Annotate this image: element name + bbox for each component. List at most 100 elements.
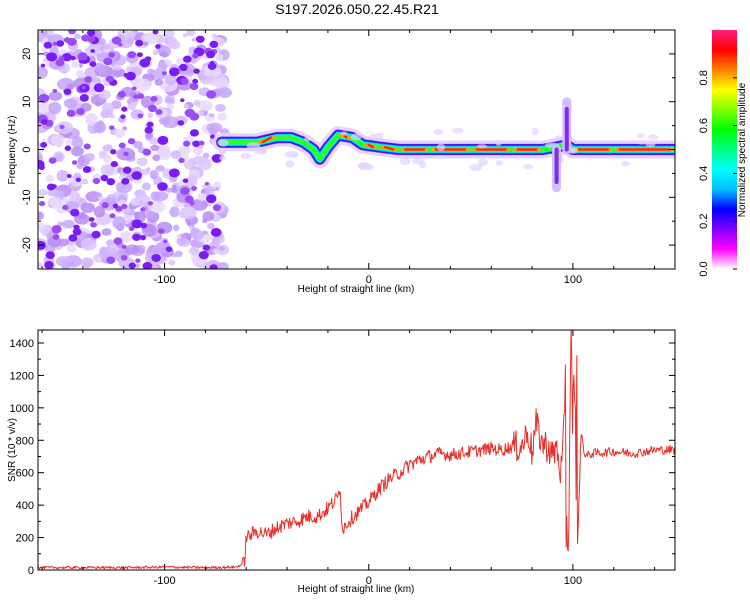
noise-blob xyxy=(179,206,197,220)
spectrogram-y-tick-label: 0 xyxy=(21,146,33,152)
noise-blob xyxy=(155,165,165,172)
noise-peak xyxy=(109,125,115,130)
noise-blob xyxy=(83,160,90,166)
noise-peak xyxy=(183,55,192,63)
noise-blob xyxy=(142,41,149,46)
noise-peak xyxy=(84,76,93,83)
noise-blob xyxy=(93,206,106,218)
noise-peak xyxy=(62,204,69,210)
colorbar-label: Normalized spectral amplitude xyxy=(737,82,748,217)
noise-peak xyxy=(206,90,217,99)
ridge-halo-blob xyxy=(648,134,658,140)
ridge-halo-blob xyxy=(400,157,411,166)
noise-blob xyxy=(188,157,198,167)
noise-blob xyxy=(212,181,222,190)
noise-peak xyxy=(100,174,109,182)
noise-blob xyxy=(196,192,208,201)
noise-blob xyxy=(198,110,205,116)
noise-blob xyxy=(175,57,185,65)
noise-blob xyxy=(150,144,160,152)
noise-peak xyxy=(192,140,201,148)
noise-blob xyxy=(38,101,52,114)
spectrogram-x-tick-label: 100 xyxy=(564,274,582,286)
noise-blob xyxy=(83,152,95,162)
noise-peak xyxy=(207,62,217,70)
noise-blob xyxy=(54,152,64,163)
noise-peak xyxy=(120,255,128,261)
noise-blob xyxy=(208,112,215,118)
colorbar-gradient xyxy=(712,30,737,269)
snr-x-axis-label: Height of straight line (km) xyxy=(298,584,415,595)
figure-title: S197.2026.050.22.45.R21 xyxy=(275,1,439,17)
ridge-halo-blob xyxy=(495,160,504,166)
noise-peak xyxy=(58,56,65,61)
noise-peak xyxy=(70,55,76,61)
noise-peak xyxy=(147,104,157,113)
noise-blob xyxy=(202,184,208,189)
noise-peak xyxy=(122,166,132,174)
colorbar-tick-label: 0.4 xyxy=(698,166,710,181)
noise-peak xyxy=(79,94,89,102)
noise-blob xyxy=(84,113,98,126)
noise-peak xyxy=(56,40,65,47)
snr-y-tick-label: 1000 xyxy=(10,403,34,415)
noise-blob xyxy=(98,89,111,100)
noise-peak xyxy=(184,195,194,203)
noise-blob xyxy=(203,68,214,77)
noise-region xyxy=(38,30,232,269)
ridge-halo-blob xyxy=(240,152,251,160)
noise-peak xyxy=(41,119,48,125)
noise-blob xyxy=(188,246,200,256)
ridge-halo-blob xyxy=(304,136,313,142)
noise-peak xyxy=(161,71,167,76)
noise-peak xyxy=(52,234,60,240)
noise-blob xyxy=(171,150,181,160)
noise-peak xyxy=(168,67,180,77)
noise-peak xyxy=(103,57,113,66)
noise-peak xyxy=(87,35,96,43)
noise-peak xyxy=(189,82,199,91)
ridge-halo-blob xyxy=(284,151,299,159)
noise-blob xyxy=(105,239,115,247)
noise-peak xyxy=(127,51,136,59)
noise-blob xyxy=(61,219,75,229)
noise-peak xyxy=(178,63,188,72)
noise-peak xyxy=(59,124,65,130)
noise-blob xyxy=(202,152,210,159)
snr-y-tick-label: 1200 xyxy=(10,370,34,382)
noise-peak xyxy=(182,178,189,183)
noise-peak xyxy=(127,138,136,145)
noise-blob xyxy=(115,180,133,194)
noise-blob xyxy=(205,185,214,192)
noise-blob xyxy=(176,234,182,240)
noise-peak xyxy=(128,262,136,269)
noise-blob xyxy=(101,102,115,116)
ridge-halo-blob xyxy=(419,161,427,169)
noise-blob xyxy=(207,222,215,230)
noise-peak xyxy=(113,237,123,245)
noise-peak xyxy=(92,177,101,185)
ridge-halo-blob xyxy=(476,144,488,149)
ridge-halo-blob xyxy=(645,140,656,148)
noise-blob xyxy=(133,211,140,218)
noise-blob xyxy=(97,37,106,46)
colorbar: 0.0 0.2 0.4 0.6 0.8 Normalized spectral ampl… xyxy=(698,30,748,277)
noise-blob xyxy=(71,61,79,69)
noise-peak xyxy=(106,256,116,264)
noise-blob xyxy=(58,238,70,247)
snr-x-tick-label: -100 xyxy=(154,575,176,587)
noise-blob xyxy=(56,170,69,182)
noise-peak xyxy=(209,134,216,139)
noise-blob xyxy=(56,121,74,134)
noise-peak xyxy=(142,148,152,156)
spectrogram-x-axis-label: Height of straight line (km) xyxy=(298,284,415,295)
ridge-halo-blob xyxy=(259,149,267,155)
noise-peak xyxy=(147,201,153,206)
colorbar-tick-label: 0.8 xyxy=(698,70,710,85)
noise-peak xyxy=(157,182,168,191)
noise-peak xyxy=(135,258,141,263)
spectrogram-y-tick-label: 20 xyxy=(21,48,33,60)
noise-peak xyxy=(180,77,189,85)
noise-blob xyxy=(38,262,42,268)
